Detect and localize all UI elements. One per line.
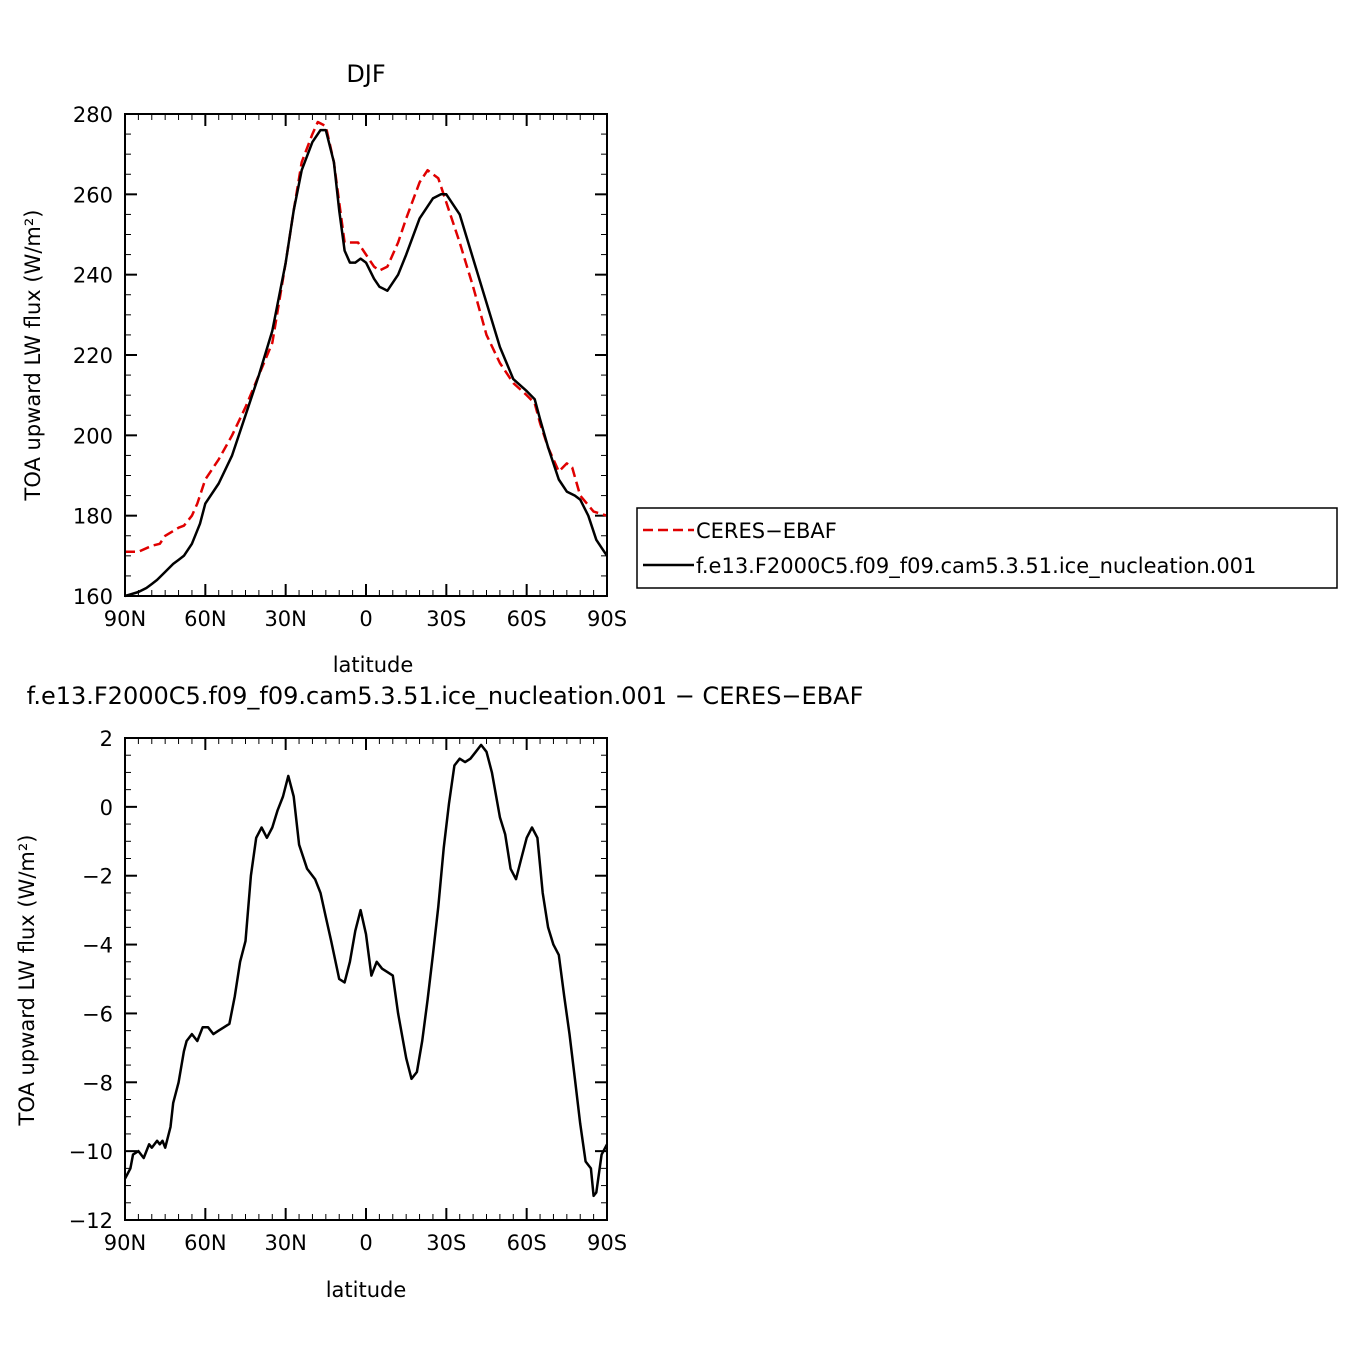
y-tick-label: 2	[100, 727, 113, 751]
y-tick-label: 160	[73, 585, 113, 609]
series-line-ceres	[125, 120, 608, 554]
x-tick-label: 90S	[587, 607, 627, 631]
series-line-model	[123, 743, 609, 1198]
x-tick-label: 0	[359, 1231, 372, 1255]
x-tick-label: 60N	[184, 607, 226, 631]
x-tick-label: 30N	[264, 1231, 306, 1255]
top-panel-frame	[124, 113, 608, 597]
series-line-model	[124, 128, 609, 598]
y-tick-label: −8	[82, 1071, 113, 1095]
legend: CERES−EBAF f.e13.F2000C5.f09_f09.cam5.3.…	[636, 507, 1338, 589]
y-tick-label: 200	[73, 424, 113, 448]
legend-label-model: f.e13.F2000C5.f09_f09.cam5.3.51.ice_nucl…	[696, 554, 1256, 579]
y-tick-label: 220	[73, 344, 113, 368]
top-panel-ylabel: TOA upward LW flux (W/m²)	[21, 210, 45, 502]
bottom-panel-ylabel: TOA upward LW flux (W/m²)	[15, 835, 39, 1127]
bottom-panel-xlabel: latitude	[326, 1278, 407, 1302]
x-tick-label: 30N	[264, 607, 306, 631]
x-tick-label: 0	[359, 607, 372, 631]
x-tick-label: 60S	[507, 607, 547, 631]
x-tick-label: 90N	[104, 1231, 146, 1255]
x-tick-label: 30S	[426, 607, 466, 631]
y-tick-label: −12	[69, 1209, 113, 1233]
y-tick-label: −4	[82, 934, 113, 958]
legend-box	[636, 507, 1338, 589]
y-tick-label: 240	[73, 264, 113, 288]
x-tick-label: 90N	[104, 607, 146, 631]
y-tick-label: −6	[82, 1002, 113, 1026]
y-tick-label: −10	[69, 1140, 113, 1164]
x-tick-label: 60N	[184, 1231, 226, 1255]
top-panel-title: DJF	[346, 60, 385, 88]
top-panel: DJF latitude TOA upward LW flux (W/m²) 9…	[21, 60, 627, 677]
bottom-panel-title: f.e13.F2000C5.f09_f09.cam5.3.51.ice_nucl…	[27, 682, 864, 710]
bottom-panel-frame	[124, 737, 608, 1221]
y-tick-label: 280	[73, 103, 113, 127]
y-tick-label: 0	[100, 796, 113, 820]
x-tick-label: 30S	[426, 1231, 466, 1255]
y-tick-label: 180	[73, 505, 113, 529]
bottom-panel: f.e13.F2000C5.f09_f09.cam5.3.51.ice_nucl…	[15, 682, 863, 1302]
y-tick-label: −2	[82, 865, 113, 889]
y-tick-label: 260	[73, 183, 113, 207]
legend-label-ceres: CERES−EBAF	[696, 519, 837, 543]
x-tick-label: 90S	[587, 1231, 627, 1255]
top-panel-xlabel: latitude	[333, 653, 414, 677]
x-tick-label: 60S	[507, 1231, 547, 1255]
